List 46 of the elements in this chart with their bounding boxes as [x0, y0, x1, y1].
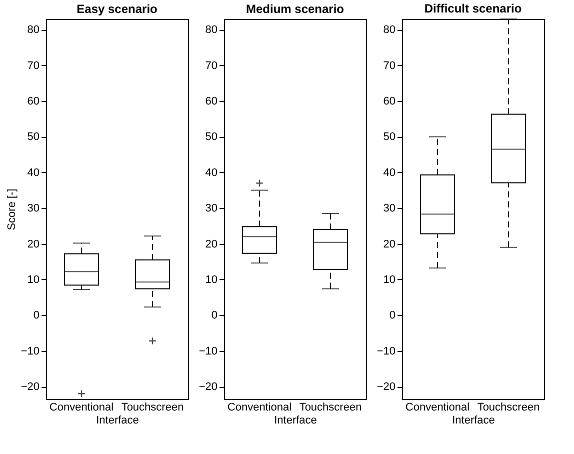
x-tick-label: Touchscreen	[477, 402, 540, 414]
chart-title: Easy scenario	[76, 2, 158, 16]
y-tick-label: −10	[376, 345, 396, 358]
x-tick-label: Conventional	[227, 402, 292, 414]
y-tick-label: −20	[198, 381, 218, 394]
x-tick-label: Conventional	[405, 402, 470, 414]
y-tick-label: −20	[376, 381, 396, 394]
y-tick-label: 20	[27, 238, 40, 250]
y-tick-label: 70	[27, 60, 40, 72]
y-tick-label: 10	[27, 274, 40, 286]
y-axis-title: Score [-]	[6, 188, 18, 230]
y-tick-label: 0	[33, 310, 40, 322]
y-tick-label: 50	[27, 131, 40, 144]
y-tick-label: 20	[205, 238, 218, 250]
y-tick-label: 60	[205, 96, 218, 108]
y-tick-label: 30	[205, 202, 218, 215]
x-tick-label: Conventional	[49, 402, 114, 414]
y-tick-label: 0	[389, 310, 396, 322]
x-tick-label: Touchscreen	[299, 402, 362, 414]
y-tick-label: 10	[383, 274, 396, 286]
x-axis-title: Interface	[96, 414, 139, 426]
y-tick-label: −10	[20, 345, 40, 358]
y-tick-label: 70	[383, 60, 396, 72]
y-tick-label: −10	[198, 345, 218, 358]
y-tick-label: 40	[383, 166, 396, 179]
y-tick-label: 70	[205, 60, 218, 72]
y-tick-label: 40	[205, 166, 218, 179]
y-tick-label: −20	[20, 381, 40, 394]
chart-title: Difficult scenario	[424, 2, 522, 16]
y-tick-label: 80	[383, 24, 396, 36]
chart-title: Medium scenario	[246, 2, 344, 16]
y-tick-label: 80	[205, 24, 218, 36]
y-tick-label: 40	[27, 166, 40, 179]
x-axis-title: Interface	[452, 414, 495, 426]
y-tick-label: 50	[205, 131, 218, 144]
y-tick-label: 0	[211, 310, 218, 322]
x-tick-label: Touchscreen	[121, 402, 184, 414]
y-tick-label: 80	[27, 24, 40, 36]
y-tick-label: 60	[383, 96, 396, 108]
y-tick-label: 50	[383, 131, 396, 144]
y-tick-label: 60	[27, 96, 40, 108]
y-tick-label: 30	[27, 202, 40, 215]
y-tick-label: 20	[383, 238, 396, 250]
y-tick-label: 30	[383, 202, 396, 215]
y-tick-label: 10	[205, 274, 218, 286]
x-axis-title: Interface	[274, 414, 317, 426]
